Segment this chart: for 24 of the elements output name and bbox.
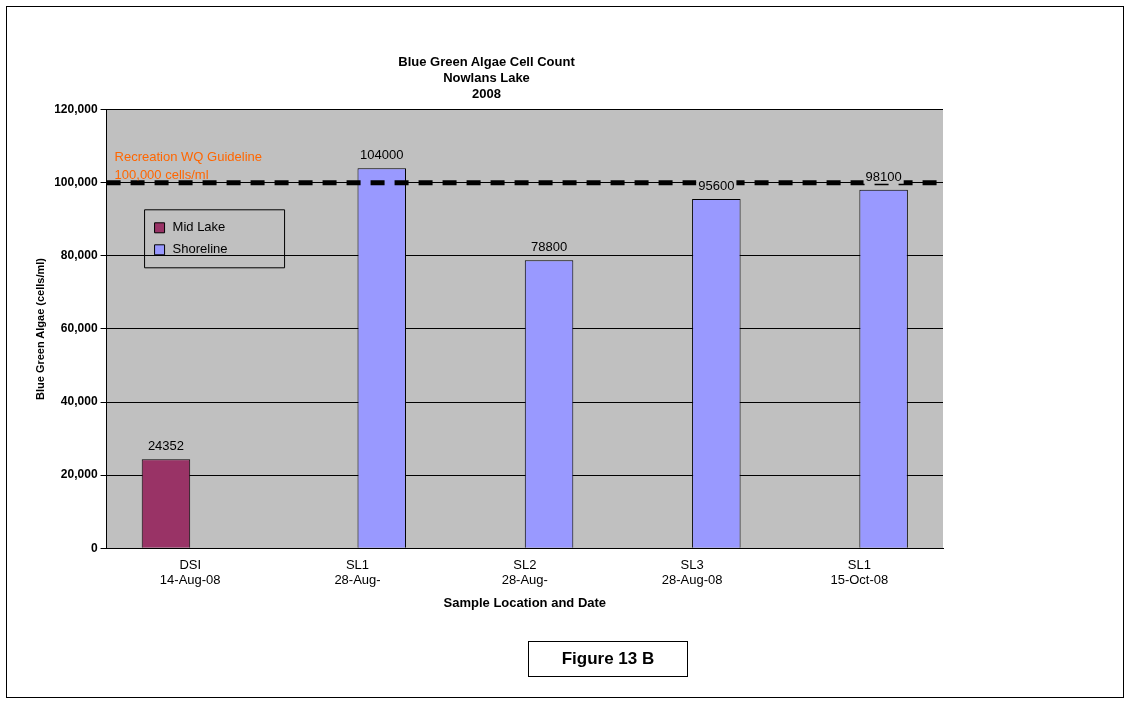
y-tick-label: 0 bbox=[90, 540, 98, 555]
caption: Figure 13 B bbox=[528, 641, 688, 677]
x-tick-label: SL1 28-Aug- bbox=[334, 556, 381, 588]
y-tick-label: 80,000 bbox=[60, 248, 98, 263]
chart-title: Blue Green Algae Cell Count Nowlans Lake 2008 bbox=[398, 54, 576, 101]
x-tick-label: DSI 14-Aug-08 bbox=[159, 556, 221, 588]
legend-label: Mid Lake bbox=[172, 219, 226, 235]
y-tick-label: 120,000 bbox=[54, 102, 98, 117]
y-axis-title: Blue Green Algae (cells/ml) bbox=[33, 257, 46, 401]
data-label: 95600 bbox=[698, 178, 735, 194]
data-label: 104000 bbox=[360, 147, 404, 163]
x-axis-title: Sample Location and Date bbox=[443, 594, 607, 610]
x-tick-label: SL1 15-Oct-08 bbox=[830, 556, 889, 588]
ref-line-label: Recreation WQ Guideline 100,000 cells/ml bbox=[114, 148, 262, 182]
x-tick-label: SL2 28-Aug- bbox=[501, 556, 548, 588]
data-label: 24352 bbox=[147, 438, 185, 454]
y-tick-label: 60,000 bbox=[60, 321, 98, 336]
x-tick-label: SL3 28-Aug-08 bbox=[661, 556, 723, 588]
y-tick-label: 40,000 bbox=[60, 394, 98, 409]
data-label: 78800 bbox=[530, 239, 568, 255]
y-tick-label: 100,000 bbox=[54, 175, 98, 190]
data-label: 98100 bbox=[865, 168, 902, 184]
legend-label: Shoreline bbox=[172, 241, 228, 257]
y-tick-label: 20,000 bbox=[60, 467, 98, 482]
